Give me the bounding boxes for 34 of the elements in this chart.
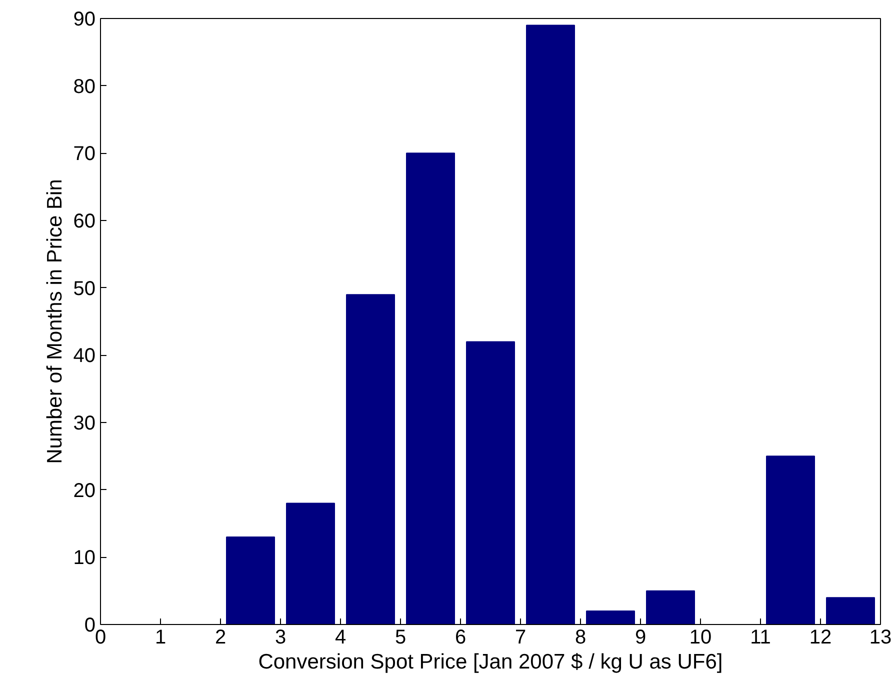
bar (286, 502, 335, 624)
x-tick-label: 11 (750, 626, 771, 648)
bar (586, 610, 635, 624)
y-tick-label: 30 (73, 412, 96, 434)
x-tick-label: 9 (634, 626, 646, 648)
bar (766, 456, 815, 624)
x-tick-label: 12 (809, 626, 832, 648)
x-tick-label: 8 (574, 626, 586, 648)
x-tick-label: 5 (394, 626, 406, 648)
y-tick-label: 70 (73, 143, 96, 166)
bar (826, 597, 875, 624)
y-axis-title: Number of Months in Price Bin (43, 179, 66, 464)
x-tick-label: 1 (154, 626, 166, 648)
x-axis-title: Conversion Spot Price [Jan 2007 $ / kg U as UF6] (258, 650, 723, 674)
y-tick-label: 10 (73, 547, 96, 570)
bar (406, 152, 455, 624)
bar (526, 24, 575, 624)
y-tick-label: 50 (73, 278, 96, 300)
y-tick-label: 90 (73, 8, 96, 30)
x-tick-label: 13 (869, 626, 892, 648)
x-tick-label: 4 (334, 626, 346, 648)
x-tick-label: 3 (274, 626, 286, 648)
x-tick-label: 10 (689, 626, 712, 648)
bar (466, 341, 515, 624)
y-tick-label: 20 (73, 480, 96, 502)
bar (346, 294, 395, 624)
x-tick-label: 6 (454, 626, 466, 648)
x-tick-label: 7 (514, 626, 526, 648)
y-tick-label: 40 (73, 345, 96, 368)
y-tick-label: 80 (73, 76, 96, 98)
y-tick-label: 60 (73, 210, 96, 232)
bar (646, 590, 695, 624)
bar (226, 536, 275, 624)
x-tick-label: 2 (214, 626, 226, 648)
